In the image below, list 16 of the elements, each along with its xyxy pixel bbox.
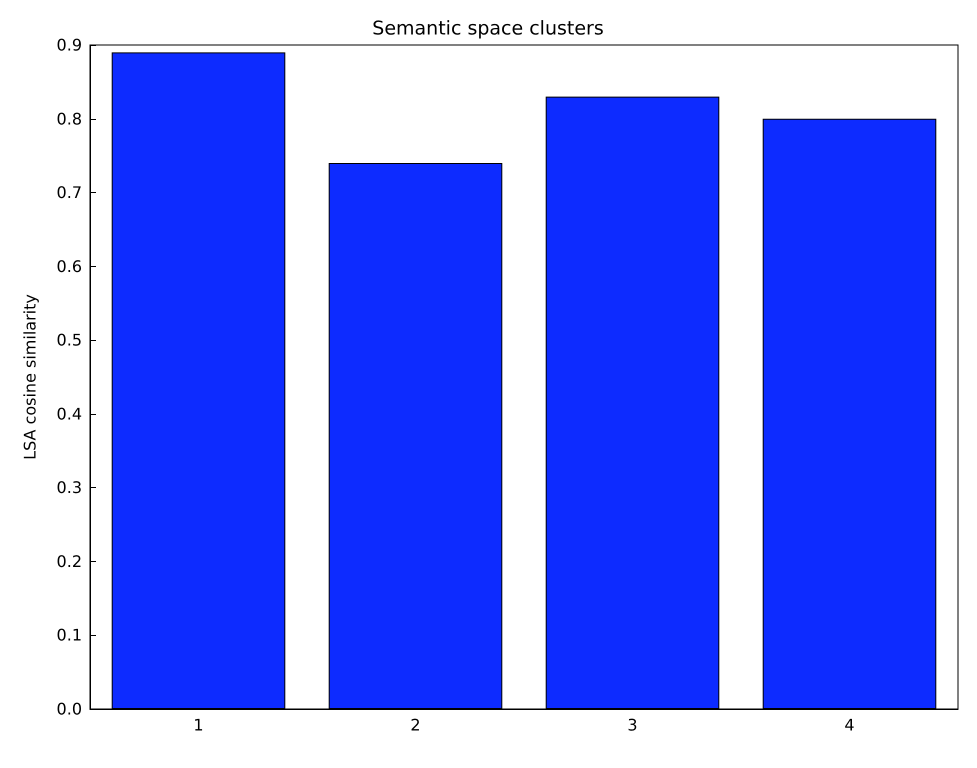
chart-title: Semantic space clusters [372, 18, 604, 40]
y-tick-label: 0.3 [56, 478, 82, 498]
y-tick-label: 0.6 [56, 256, 82, 276]
y-tick-label: 0.0 [56, 700, 82, 718]
y-tick-label: 0.4 [56, 404, 82, 424]
y-tick-label: 0.7 [56, 183, 82, 202]
x-tick-label: 4 [844, 716, 855, 734]
x-tick-label: 1 [193, 716, 204, 734]
y-tick-label: 0.5 [56, 330, 82, 350]
y-axis-title: LSA cosine similarity [20, 294, 40, 460]
x-tick-label: 3 [627, 716, 638, 734]
y-tick-label: 0.9 [56, 36, 82, 54]
y-tick-label: 0.1 [56, 626, 82, 645]
y-tick-label: 0.2 [56, 552, 82, 571]
x-tick-label: 2 [410, 716, 421, 734]
y-tick-label: 0.8 [56, 109, 82, 128]
